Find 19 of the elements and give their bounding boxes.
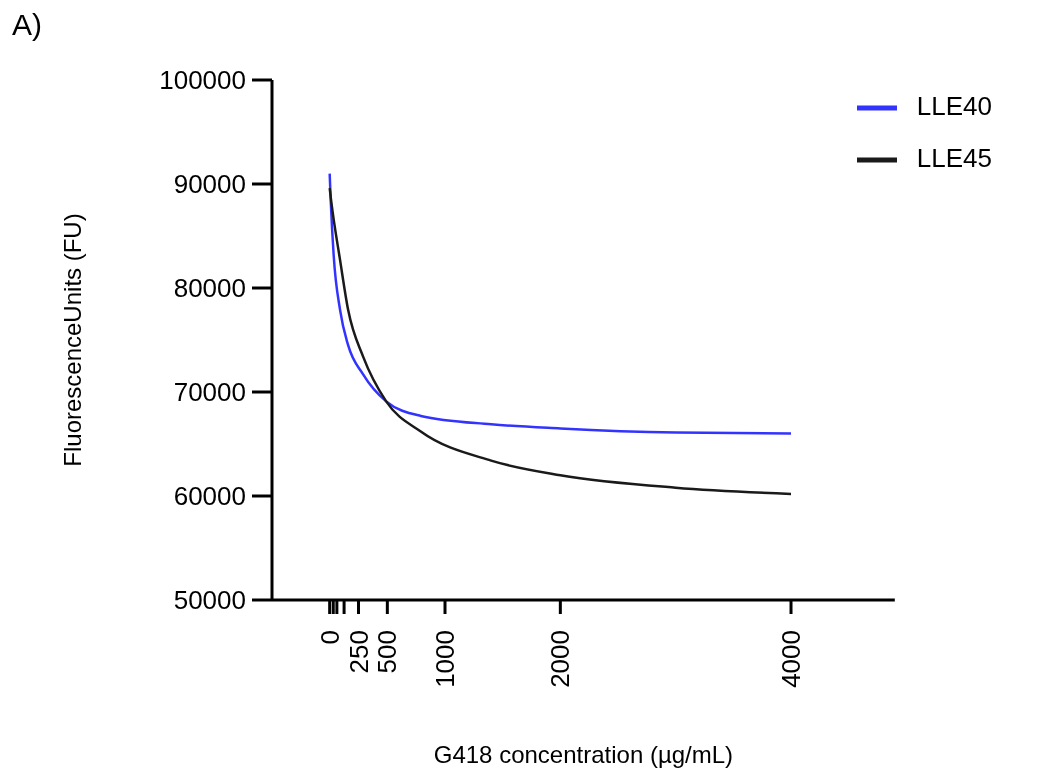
- x-tick-label: 0: [314, 630, 345, 645]
- text: A): [12, 8, 42, 42]
- x-tick-label: 250: [343, 630, 374, 674]
- line-series: [328, 186, 793, 496]
- legend-label: LLE40: [916, 91, 992, 121]
- y-tick-label: 70000: [173, 377, 246, 407]
- y-tick-label: 100000: [159, 65, 246, 95]
- legend-label: LLE45: [916, 143, 992, 173]
- line-series: [328, 172, 793, 435]
- y-axis-title: FluorescenceUnits (FU): [58, 213, 86, 467]
- y-tick-label: 60000: [173, 481, 246, 511]
- x-tick-label: 4000: [776, 630, 807, 688]
- x-axis-title: G418 concentration (µg/mL): [433, 741, 734, 768]
- x-tick-label: 1000: [430, 630, 460, 688]
- x-tick-label: 2000: [545, 630, 576, 688]
- y-tick-label: 90000: [173, 169, 246, 199]
- y-tick-label: 50000: [173, 585, 246, 615]
- x-tick-label: 500: [372, 630, 403, 674]
- y-tick-label: 80000: [173, 273, 246, 303]
